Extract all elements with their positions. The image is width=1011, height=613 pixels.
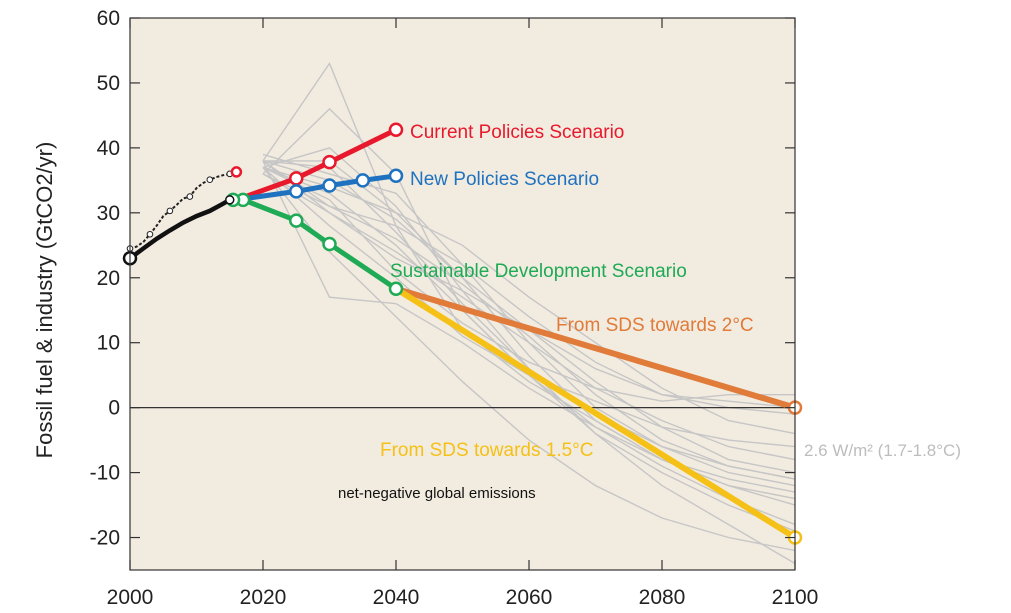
grey-scenario-line <box>262 160 796 415</box>
series-line <box>233 127 399 203</box>
series-point <box>388 281 404 297</box>
x-tick-label: 2020 <box>240 586 287 609</box>
historical-upper-endpoint <box>230 166 243 178</box>
plot-frame <box>129 17 796 571</box>
y-axis-label: Fossil fuel & industry (GtCO2/yr) <box>32 142 57 459</box>
scenario-series <box>225 122 803 545</box>
x-tick-label: 2080 <box>639 586 686 609</box>
grey-scenario-line <box>262 160 796 493</box>
y-tick-label: -20 <box>90 527 120 550</box>
series-point <box>225 195 235 205</box>
y-tick-label: 60 <box>97 7 120 30</box>
annotation-sustainable-development: Sustainable Development Scenario <box>390 261 687 282</box>
x-tick-label: 2100 <box>772 586 819 609</box>
annotation-rcp26: 2.6 W/m² (1.7-1.8°C) <box>804 441 961 460</box>
y-tick-label: 20 <box>97 267 120 290</box>
series-point <box>289 171 304 186</box>
grey-scenario-line <box>262 173 796 461</box>
grey-scenario-line <box>262 166 796 435</box>
historical-lines <box>122 166 243 266</box>
historical-lower-line <box>128 197 231 261</box>
grey-scenario-line <box>262 166 796 552</box>
series-point <box>322 178 337 193</box>
series-point <box>322 236 337 252</box>
y-tick-label: 10 <box>97 332 120 355</box>
annotations: Current Policies Scenario New Policies S… <box>338 122 961 502</box>
annotation-new-policies: New Policies Scenario <box>410 169 599 190</box>
series-point <box>322 154 337 170</box>
grey-scenario-line <box>262 166 795 402</box>
annotation-net-negative: net-negative global emissions <box>338 485 536 502</box>
y-tick-label: 50 <box>97 72 120 95</box>
plot-area <box>130 18 795 570</box>
x-tick-label: 2040 <box>373 586 420 609</box>
y-tick-label: -10 <box>90 462 120 485</box>
x-tick-label: 2060 <box>506 586 553 609</box>
series-point <box>388 168 404 184</box>
historical-upper-point <box>186 193 194 200</box>
series-line <box>393 285 798 541</box>
grey-scenario-line <box>262 160 796 506</box>
historical-upper-point <box>146 230 154 238</box>
annotation-current-policies: Current Policies Scenario <box>410 122 624 143</box>
axes: 60 50 40 30 20 10 0 -10 -20 2000 2020 2040 2060 2080 2… <box>90 7 819 609</box>
annotation-sds-15c: From SDS towards 1.5°C <box>380 440 594 461</box>
historical-upper-point <box>206 176 214 184</box>
x-tick-label: 2000 <box>107 586 154 609</box>
series-point <box>289 213 304 228</box>
series-point <box>355 173 370 188</box>
series-point <box>289 184 304 199</box>
historical-upper-point <box>166 207 174 215</box>
grey-scenario-line <box>262 173 796 480</box>
series-line <box>393 285 798 411</box>
annotation-sds-2c: From SDS towards 2°C <box>556 315 754 336</box>
y-tick-label: 0 <box>108 397 120 420</box>
series-point <box>388 122 404 137</box>
historical-upper-line <box>129 170 237 250</box>
y-tick-label: 40 <box>97 137 120 160</box>
y-tick-label: 30 <box>97 202 120 225</box>
plot-background <box>130 18 795 570</box>
